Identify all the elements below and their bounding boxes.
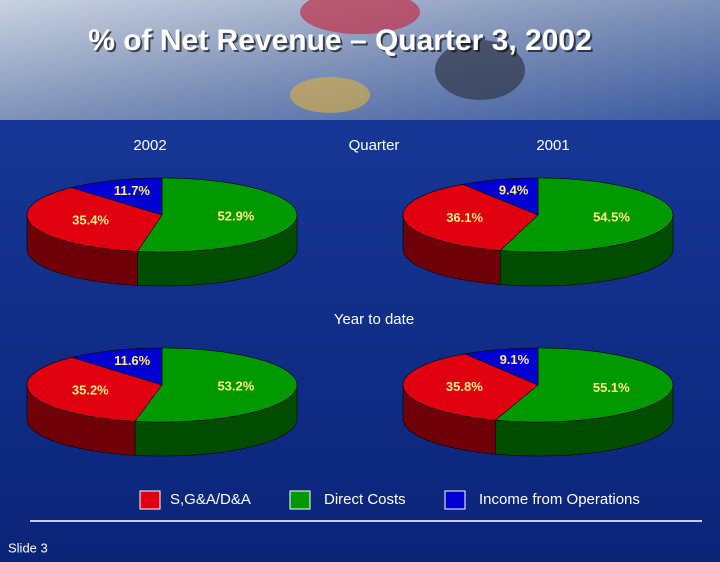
- legend-label: Income from Operations: [479, 491, 640, 508]
- data-label: 54.5%: [593, 210, 630, 225]
- column-header: 2002: [133, 137, 166, 154]
- title: % of Net Revenue – Quarter 3, 2002: [88, 24, 592, 57]
- data-label: 52.9%: [218, 208, 255, 223]
- legend-swatch: [139, 490, 161, 510]
- data-label: 55.1%: [593, 380, 630, 395]
- pie-slice: [402, 183, 539, 251]
- legend-swatch: [289, 490, 311, 510]
- pie-slice: [402, 353, 539, 421]
- pie-slice: [463, 347, 539, 386]
- data-label: 35.4%: [72, 213, 109, 228]
- data-label: 11.6%: [114, 353, 151, 368]
- pie-slice: [134, 347, 298, 423]
- pie-slice: [26, 187, 163, 252]
- pie-slice: [499, 177, 674, 253]
- data-label: 36.1%: [446, 210, 483, 225]
- footer: Slide 3: [8, 540, 48, 555]
- legend-swatch: [444, 490, 466, 510]
- header-decor: [290, 77, 370, 113]
- pie-slice: [26, 357, 163, 422]
- pie-slice: [70, 347, 163, 386]
- data-label: 11.7%: [114, 183, 151, 198]
- data-label: 35.2%: [72, 382, 109, 397]
- data-label: 35.8%: [446, 379, 483, 394]
- legend-label: Direct Costs: [324, 491, 406, 508]
- data-label: 53.2%: [217, 379, 254, 394]
- row-header: Year to date: [334, 311, 414, 328]
- header-decor: [300, 0, 420, 34]
- header-decor: [435, 40, 525, 100]
- column-header: 2001: [536, 137, 569, 154]
- row-header: Quarter: [349, 137, 400, 154]
- data-label: 9.4%: [499, 182, 529, 197]
- pie-slice: [461, 177, 539, 216]
- pie-slice: [70, 177, 163, 216]
- pie-slice: [136, 177, 298, 253]
- legend-label: S,G&A/D&A: [170, 491, 251, 508]
- title-shadow: % of Net Revenue – Quarter 3, 2002: [90, 26, 594, 59]
- data-label: 9.1%: [500, 352, 530, 367]
- pie-slice: [494, 347, 674, 423]
